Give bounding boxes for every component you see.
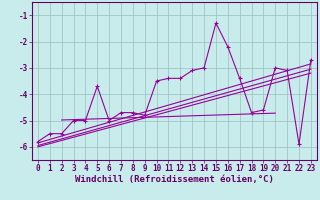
X-axis label: Windchill (Refroidissement éolien,°C): Windchill (Refroidissement éolien,°C) bbox=[75, 175, 274, 184]
